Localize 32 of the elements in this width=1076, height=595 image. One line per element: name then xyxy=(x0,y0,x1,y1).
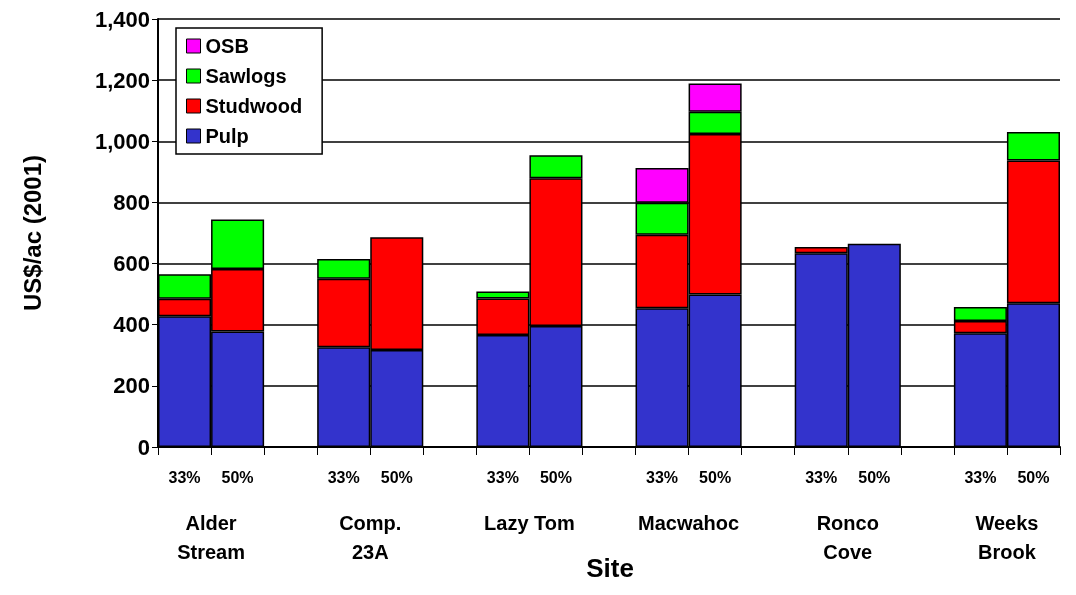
text: Weeks Brook xyxy=(975,511,1039,563)
x-tick-label: 50% xyxy=(221,468,254,486)
x-tick-label: 50% xyxy=(380,468,413,486)
x-tick-label: 50% xyxy=(1017,468,1050,486)
x-tick-label: 50% xyxy=(539,468,572,486)
legend-label: OSB xyxy=(205,35,249,57)
x-axis-title: Site xyxy=(586,553,634,583)
x-tick-label: 33% xyxy=(168,468,201,486)
x-tick-label: 33% xyxy=(646,468,679,486)
y-tick-label: 0 xyxy=(137,434,150,460)
y-tick-label: 800 xyxy=(113,189,150,215)
x-tick-label: 33% xyxy=(486,468,519,486)
legend-label: Studwood xyxy=(205,95,303,117)
text: Alder Stream xyxy=(177,511,245,563)
x-tick-label: 33% xyxy=(964,468,997,486)
x-tick-label: 50% xyxy=(858,468,891,486)
text: Macwahoc xyxy=(638,511,740,534)
text: Lazy Tom xyxy=(484,511,575,534)
y-tick-label: 1,200 xyxy=(94,67,150,93)
text: Comp. 23A xyxy=(339,511,402,563)
x-tick-label: 33% xyxy=(327,468,360,486)
x-tick-label: 33% xyxy=(805,468,838,486)
y-tick-label: 200 xyxy=(113,373,150,399)
y-tick-label: 400 xyxy=(113,312,150,338)
legend-label: Sawlogs xyxy=(205,65,287,87)
text: Ronco Cove xyxy=(816,511,879,563)
y-axis-title: US$/ac (2001) xyxy=(18,154,46,312)
y-tick-label: 600 xyxy=(113,251,150,277)
y-tick-label: 1,400 xyxy=(94,6,150,32)
y-tick-label: 1,000 xyxy=(94,128,150,154)
x-tick-label: 50% xyxy=(699,468,732,486)
legend-label: Pulp xyxy=(205,125,249,147)
